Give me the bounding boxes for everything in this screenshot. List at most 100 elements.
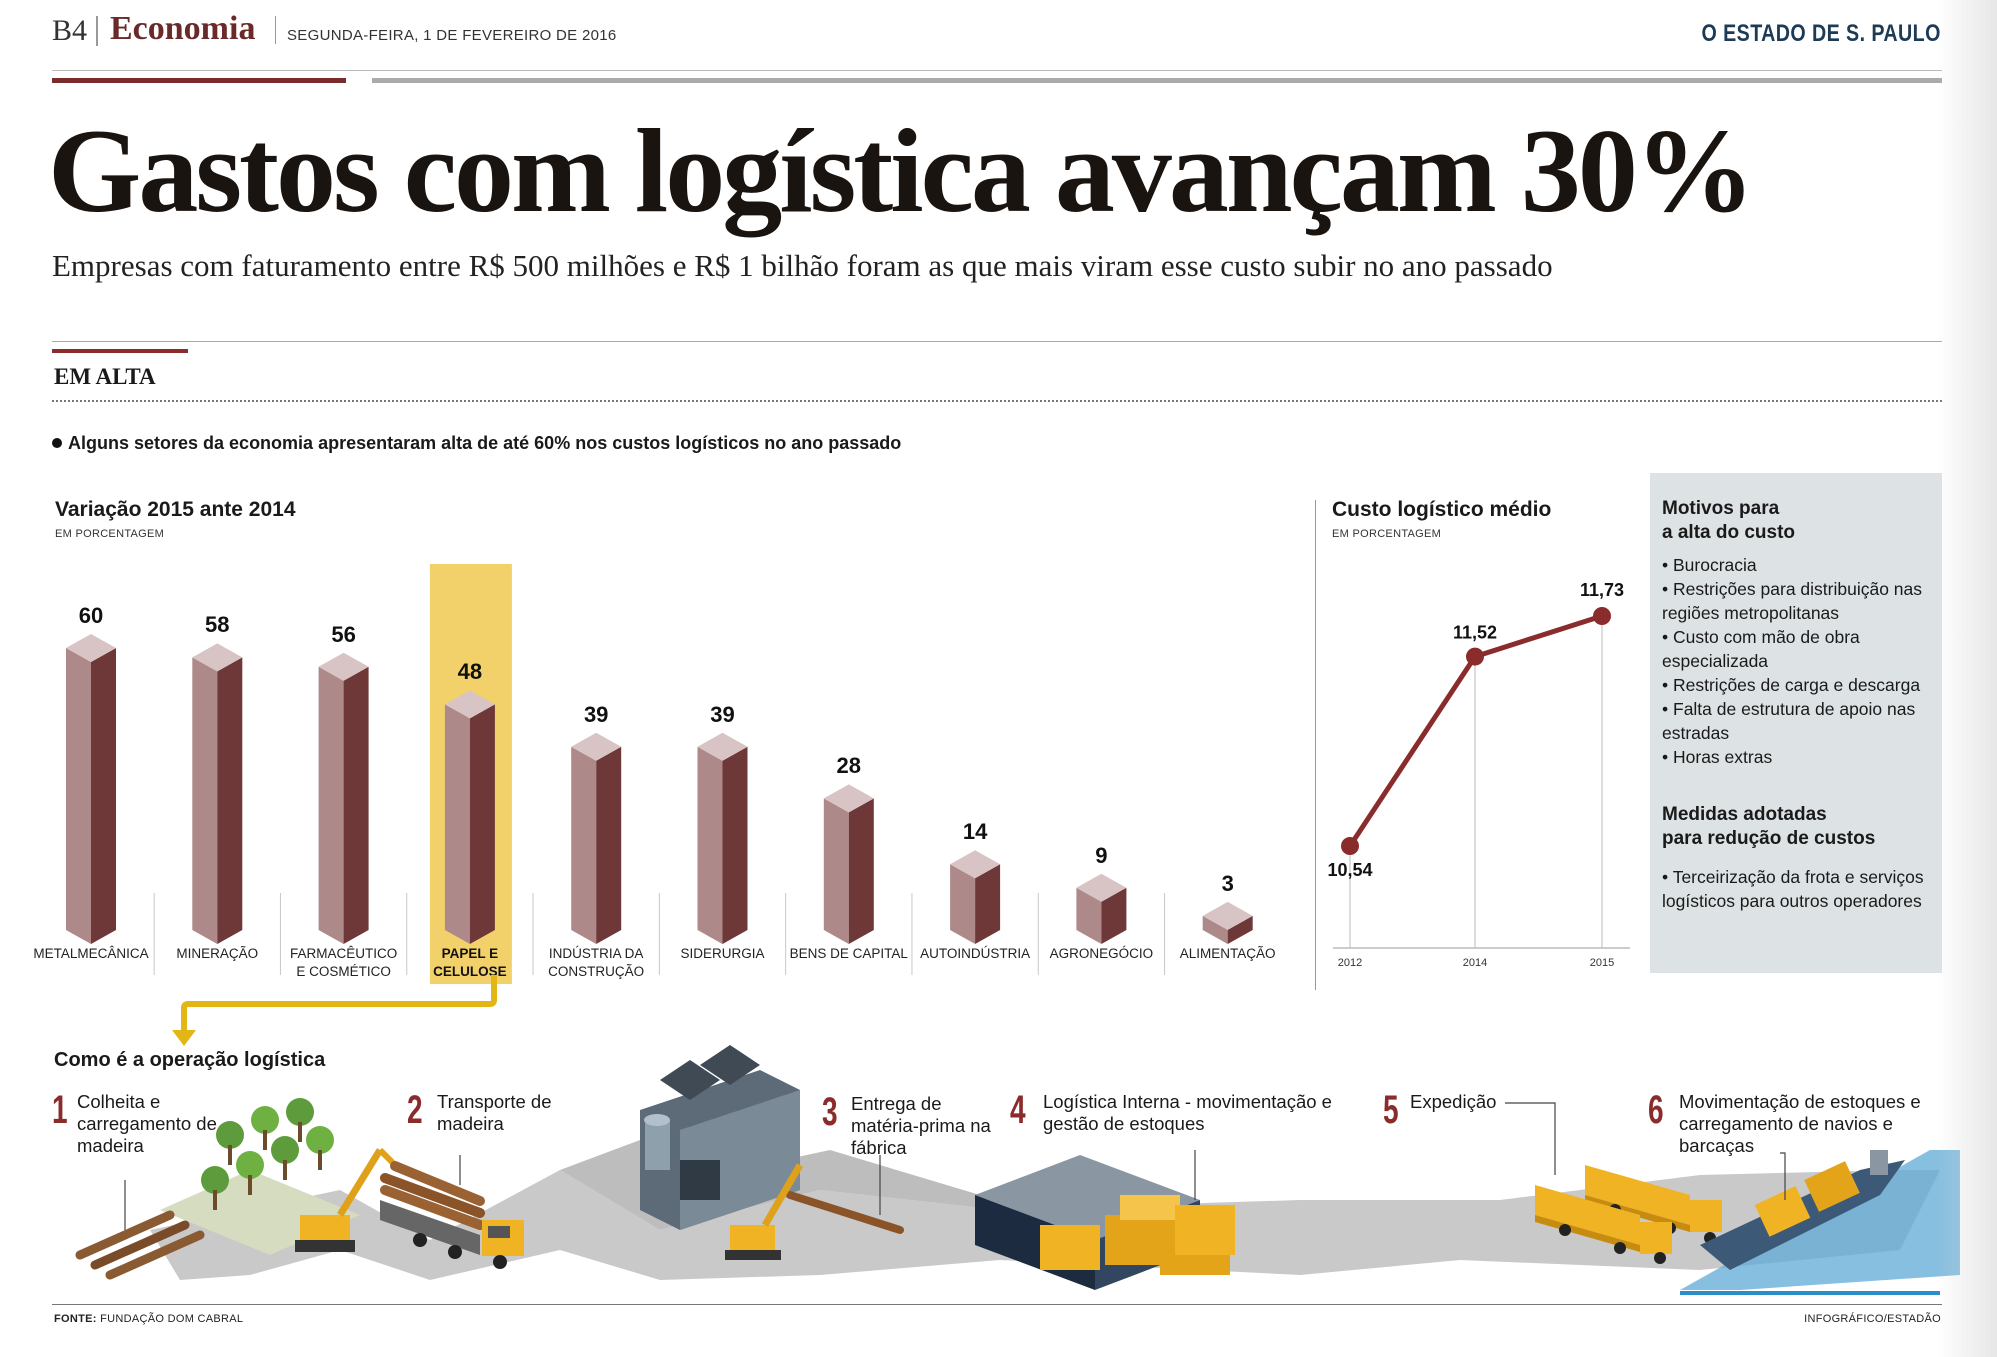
category-label-line: FARMACÊUTICO (289, 946, 398, 961)
forest-icon (201, 1098, 334, 1210)
bar-value-label: 39 (710, 701, 735, 727)
bar (950, 850, 1001, 944)
step-number: 5 (1383, 1088, 1399, 1132)
section-rule (52, 341, 1942, 342)
bar-value-label: 39 (583, 701, 609, 727)
reason-item: Restrições de carga e descarga (1662, 673, 1930, 697)
line-chart-subtitle: EM PORCENTAGEM (1332, 528, 1442, 540)
bar-value-label: 3 (1221, 870, 1234, 896)
reason-item: Falta de estrutura de apoio nas estradas (1662, 697, 1930, 745)
step-text: Logística Interna - movimentação e gestã… (1043, 1091, 1332, 1134)
category-label-line: SIDERURGIA (680, 946, 765, 961)
header-divider (275, 16, 276, 44)
measures-title-line: para redução de custos (1662, 828, 1876, 849)
bar-value-label: 9 (1095, 842, 1108, 868)
callout-line (1505, 1102, 1556, 1175)
reason-item: Custo com mão de obra especializada (1662, 625, 1930, 673)
bar-value-label: 14 (962, 819, 988, 845)
line-point (1466, 647, 1484, 666)
category-label: METALMECÂNICA (29, 945, 153, 963)
step-number: 4 (1010, 1088, 1026, 1132)
category-label-line: AGRONEGÓCIO (1049, 946, 1154, 961)
category-label: MINERAÇÃO (155, 945, 279, 963)
graphic-credit: INFOGRÁFICO/ESTADÃO (1804, 1313, 1941, 1325)
header-divider (96, 16, 98, 46)
arrow-head-icon (172, 1030, 196, 1046)
step-number: 6 (1648, 1088, 1664, 1132)
section-name: Economia (110, 10, 256, 47)
section-accent-bar (52, 349, 188, 353)
header-gray-bar (372, 78, 1942, 83)
category-label-line: INDÚSTRIA DA (548, 946, 644, 961)
log-truck-icon (380, 1161, 524, 1269)
reasons-box: Motivos para a alta do custo Burocracia … (1650, 473, 1942, 973)
bar (444, 690, 495, 944)
measures-title-line: Medidas adotadas (1662, 804, 1827, 825)
category-label: FARMACÊUTICO E COSMÉTICO (282, 945, 406, 981)
line-chart: 10,54 2012 11,52 2014 11,73 2015 (1327, 580, 1630, 969)
ship-icon (1680, 1150, 1960, 1290)
bar-value-label: 48 (457, 659, 483, 685)
bar-value-label: 28 (836, 753, 862, 779)
measures-list: Terceirização da frota e serviços logíst… (1662, 865, 1930, 913)
reasons-title-line: a alta do custo (1662, 522, 1796, 543)
category-label-line: METALMECÂNICA (33, 946, 149, 961)
header-accent-bar (52, 78, 346, 83)
line-value-label: 11,73 (1580, 580, 1624, 600)
stock-pallets-icon (1040, 1195, 1235, 1275)
category-label: BENS DE CAPITAL (787, 945, 911, 963)
line-x-tick-label: 2012 (1338, 957, 1362, 969)
bar-chart-subtitle: EM PORCENTAGEM (55, 528, 165, 540)
bar (823, 784, 874, 944)
operation-title: Como é a operação logística (54, 1049, 326, 1071)
dotted-divider (52, 400, 1942, 402)
step-text: Expedição (1410, 1091, 1497, 1112)
category-label-line: CELULOSE (433, 964, 507, 979)
reason-item: Horas extras (1662, 745, 1930, 769)
excavator-icon (295, 1147, 403, 1252)
category-label: AGRONEGÓCIO (1039, 945, 1163, 963)
factory-icon (640, 1045, 904, 1260)
bar (66, 634, 116, 944)
category-label-line: BENS DE CAPITAL (789, 946, 908, 961)
bar-chart (66, 564, 1253, 984)
lead-label: Alguns setores da economia apresentaram … (68, 433, 902, 453)
step-number: 2 (407, 1088, 423, 1132)
line-point (1593, 607, 1611, 625)
page-number: B4 (52, 14, 88, 47)
callout-line (1780, 1152, 1786, 1200)
newspaper-name: O ESTADO DE S. PAULO (1701, 20, 1941, 47)
step-text: Movimentação de estoques e carregamento … (1679, 1091, 1921, 1156)
bar-value-label: 58 (205, 612, 230, 638)
category-label-line: PAPEL E (441, 946, 499, 961)
category-label: INDÚSTRIA DA CONSTRUÇÃO (534, 945, 658, 981)
step-text: Entrega de matéria-prima na fábrica (851, 1093, 991, 1158)
reasons-title-line: Motivos para (1662, 498, 1780, 519)
category-label-line: MINERAÇÃO (176, 946, 259, 961)
category-label: AUTOINDÚSTRIA (913, 945, 1037, 963)
headline: Gastos com logística avançam 30% (48, 104, 1755, 237)
bar (1202, 901, 1253, 944)
source-name: FUNDAÇÃO DOM CABRAL (100, 1313, 244, 1325)
bar-chart-title: Variação 2015 ante 2014 (55, 498, 296, 521)
expedition-trucks-icon (1535, 1165, 1722, 1264)
category-label: PAPEL E CELULOSE (408, 945, 532, 981)
category-label-line: CONSTRUÇÃO (548, 964, 645, 979)
header-rule (52, 70, 1942, 71)
reason-item: Burocracia (1662, 553, 1930, 577)
bullet-icon (52, 438, 62, 448)
arrow-connector (181, 975, 497, 1035)
category-label-line: ALIMENTAÇÃO (1179, 946, 1276, 961)
line-value-label: 11,52 (1453, 623, 1497, 643)
line-point (1341, 837, 1359, 855)
logs-icon (75, 1210, 205, 1280)
line-value-label: 10,54 (1327, 860, 1372, 880)
reasons-title: Motivos para a alta do custo (1662, 497, 1930, 545)
step-text: Colheita e carregamento de madeira (77, 1091, 217, 1156)
line-x-tick-label: 2015 (1590, 957, 1614, 969)
bar (697, 732, 748, 944)
source-label: FONTE: (54, 1313, 97, 1325)
measures-title: Medidas adotadas para redução de custos (1662, 803, 1930, 851)
line-x-tick-label: 2014 (1463, 957, 1487, 969)
